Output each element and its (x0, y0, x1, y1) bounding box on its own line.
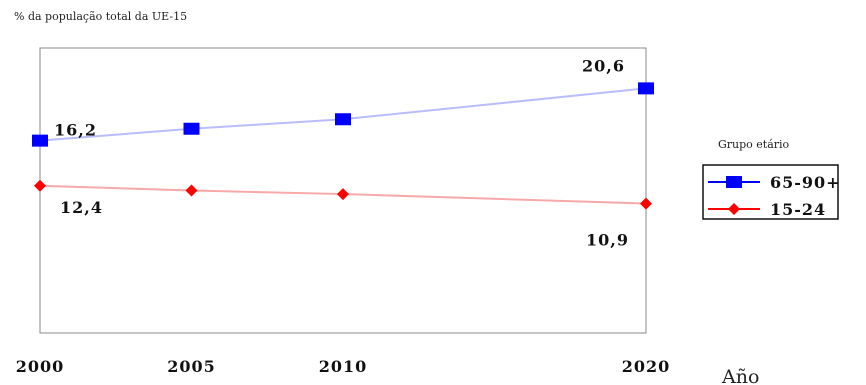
chart-title: % da população total da UE-15 (14, 10, 187, 23)
legend-marker-15-24 (728, 203, 740, 215)
x-tick-label: 2000 (16, 357, 65, 376)
data-point-15-24-2005 (185, 184, 198, 197)
data-point-65-90+-2005 (183, 122, 200, 135)
data-point-65-90+-2020 (638, 82, 654, 95)
x-axis-ticks: 2000 2005 2010 2020 (16, 357, 671, 376)
data-point-15-24-2020 (640, 197, 652, 210)
x-tick-label: 2010 (319, 357, 368, 376)
series-line-65-90+ (39, 87, 647, 142)
series-line-15-24 (39, 184, 647, 205)
series-layer (32, 82, 654, 210)
legend-title: Grupo etário (718, 138, 790, 151)
legend-marker-65-90+ (726, 176, 742, 188)
data-label: 16,2 (54, 121, 97, 140)
data-point-15-24-2000 (34, 179, 46, 192)
legend-label: 65-90+ (770, 173, 841, 192)
legend-entries: 65-90+ 15-24 (708, 173, 841, 219)
data-point-65-90+-2000 (32, 134, 48, 147)
x-tick-label: 2020 (622, 357, 671, 376)
x-axis-label: Año (721, 366, 759, 385)
x-tick-label: 2005 (167, 357, 216, 376)
data-point-15-24-2010 (337, 188, 349, 201)
data-label: 10,9 (586, 231, 629, 250)
legend-label: 15-24 (770, 200, 826, 219)
data-label: 12,4 (60, 198, 103, 217)
data-point-65-90+-2010 (335, 113, 351, 126)
data-label: 20,6 (582, 56, 625, 75)
data-label-layer: 16,2 20,6 12,4 10,9 (54, 56, 629, 250)
